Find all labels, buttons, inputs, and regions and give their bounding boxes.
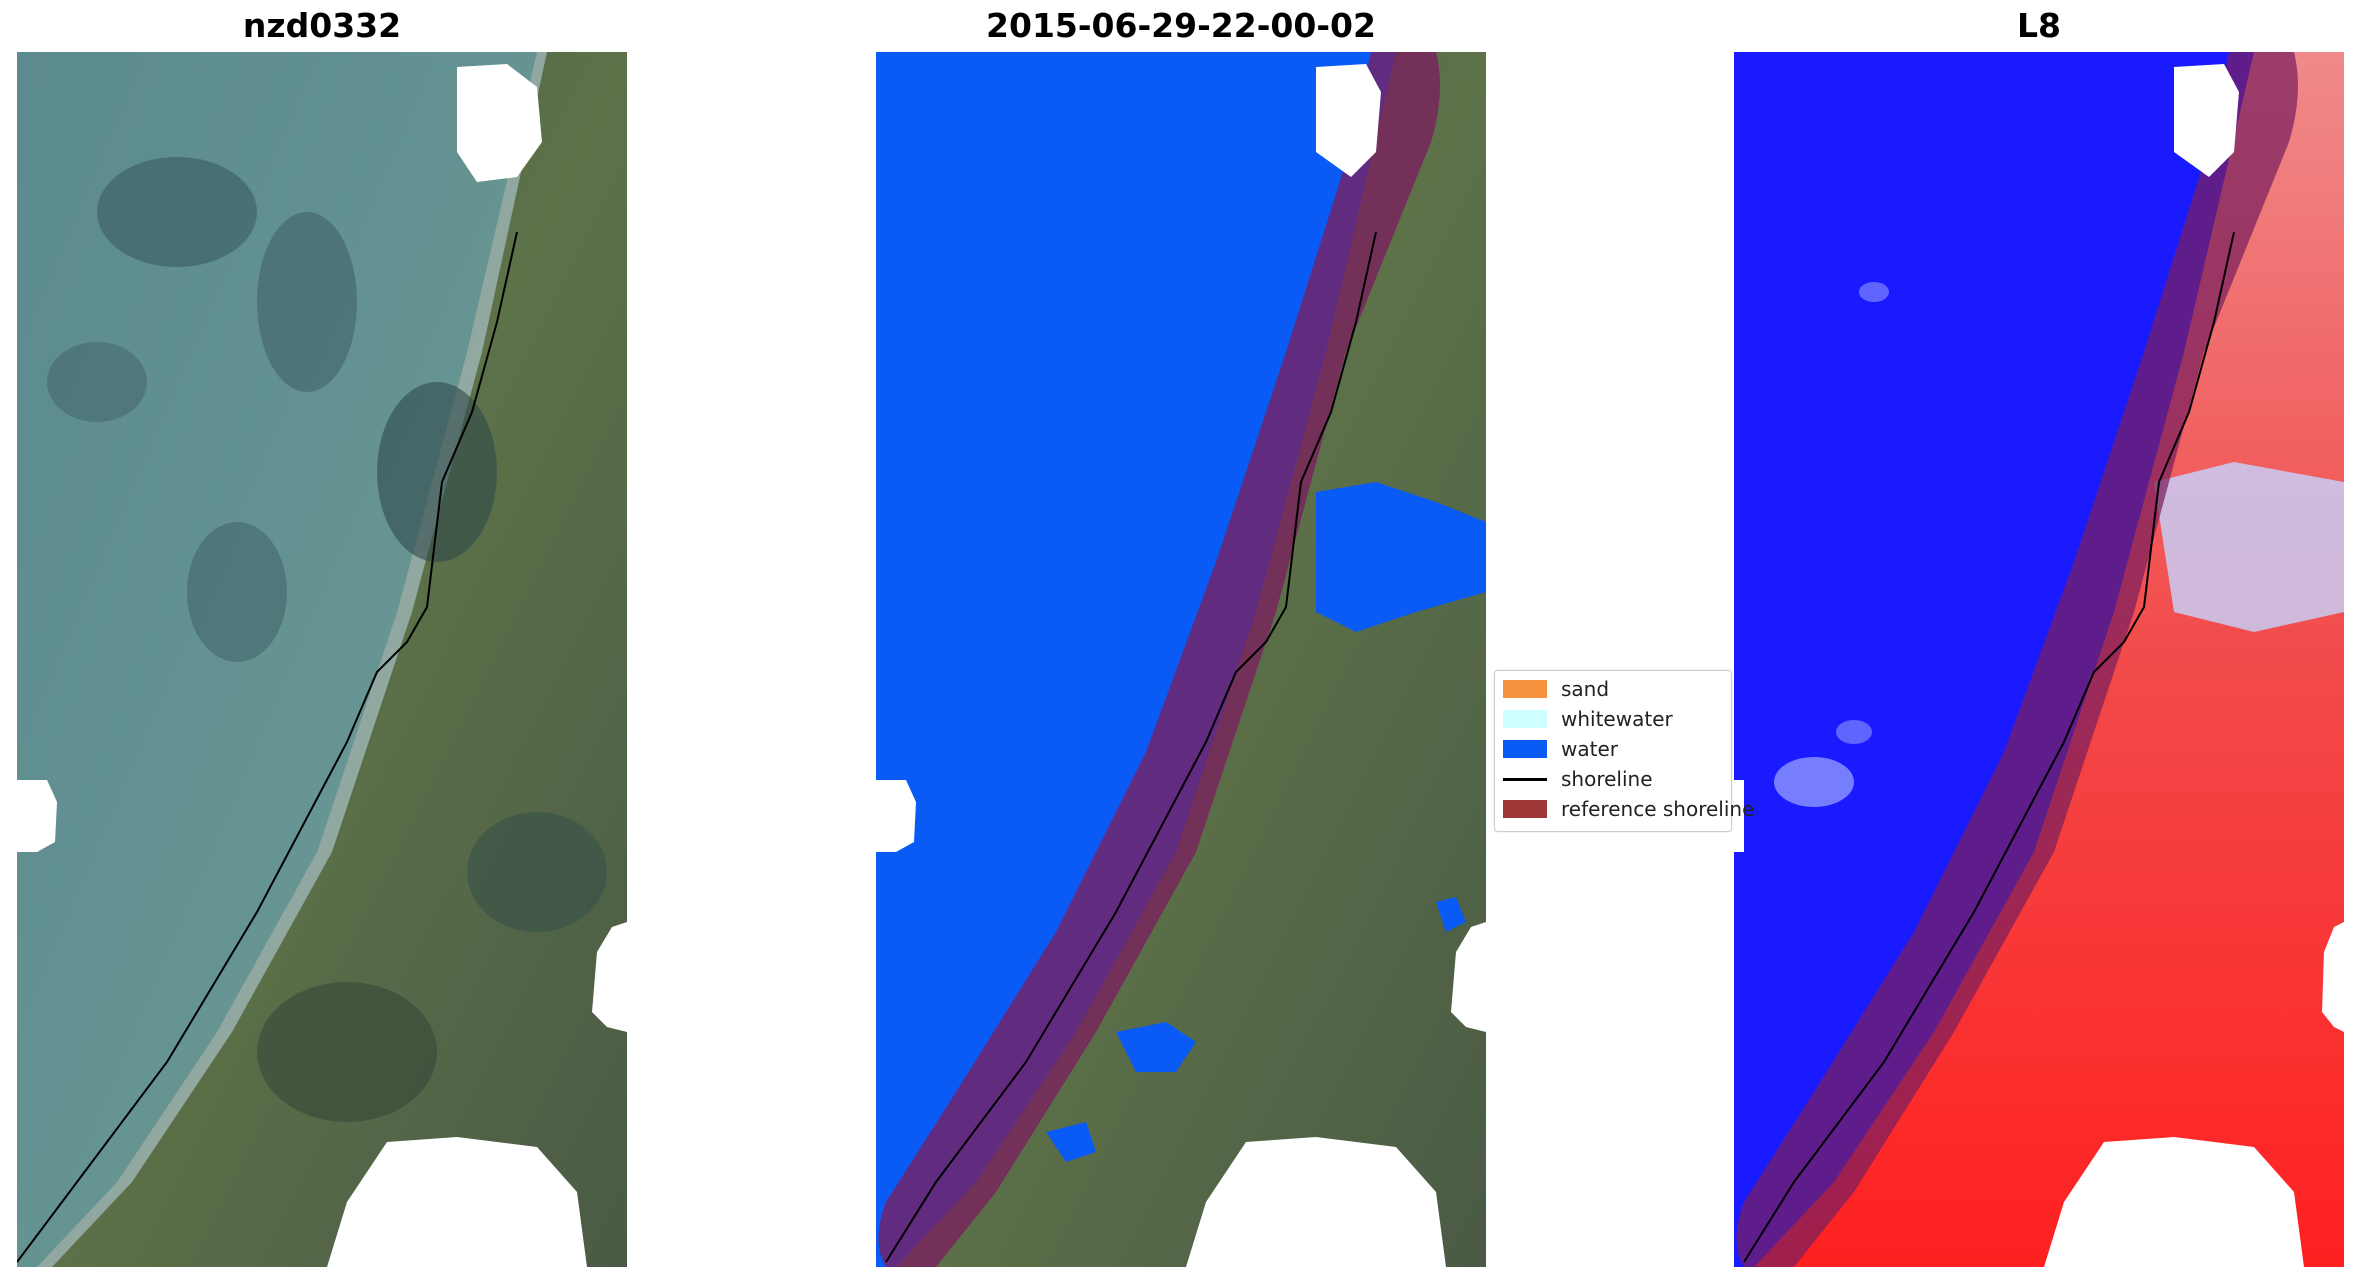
legend-label: sand	[1561, 677, 1610, 701]
cloud-mask	[17, 780, 57, 852]
panel-title-classified: 2015-06-29-22-00-02	[986, 6, 1376, 45]
legend-label: shoreline	[1561, 767, 1653, 791]
legend-line	[1503, 777, 1547, 781]
reference-shoreline-buffer	[1736, 52, 2298, 1267]
panel-title-rgb: nzd0332	[242, 6, 402, 45]
legend: sand whitewater water shoreline referenc…	[1494, 670, 1754, 832]
legend-swatch	[1503, 740, 1547, 758]
cloud-mask	[457, 64, 542, 182]
cloud-mask	[1451, 922, 1486, 1032]
legend-item-reference-shoreline: reference shoreline	[1503, 794, 1754, 824]
water-class	[876, 52, 1396, 1267]
cloud-mask	[1316, 64, 1381, 177]
legend-item-sand: sand	[1503, 674, 1609, 704]
legend-item-water: water	[1503, 734, 1618, 764]
reference-shoreline-buffer	[878, 52, 1440, 1267]
panel-title-index: L8	[2017, 6, 2061, 45]
legend-swatch	[1503, 710, 1547, 728]
legend-label: water	[1561, 737, 1618, 761]
cloud-mask	[592, 922, 627, 1032]
legend-swatch	[1503, 800, 1547, 818]
shoreline	[885, 231, 1377, 1263]
sea-area	[17, 52, 537, 1267]
cloud-mask	[327, 1137, 587, 1267]
legend-item-whitewater: whitewater	[1503, 704, 1673, 734]
rgb-satellite-image	[17, 52, 627, 1267]
water-index	[1734, 52, 2254, 1267]
water-class	[1316, 482, 1486, 632]
cloud-mask	[876, 780, 916, 852]
legend-label: reference shoreline	[1561, 797, 1755, 821]
cloud-mask	[1186, 1137, 1446, 1267]
cloud-mask	[2322, 922, 2344, 1032]
legend-swatch	[1503, 680, 1547, 698]
shoreline	[1743, 231, 2235, 1263]
classified-image	[876, 52, 1486, 1267]
cloud-mask	[2044, 1137, 2304, 1267]
legend-label: whitewater	[1561, 707, 1673, 731]
index-image	[1734, 52, 2344, 1267]
legend-item-shoreline: shoreline	[1503, 764, 1653, 794]
shoreline	[17, 231, 518, 1263]
cloud-mask	[1734, 780, 1744, 852]
cloud-mask	[2174, 64, 2239, 177]
